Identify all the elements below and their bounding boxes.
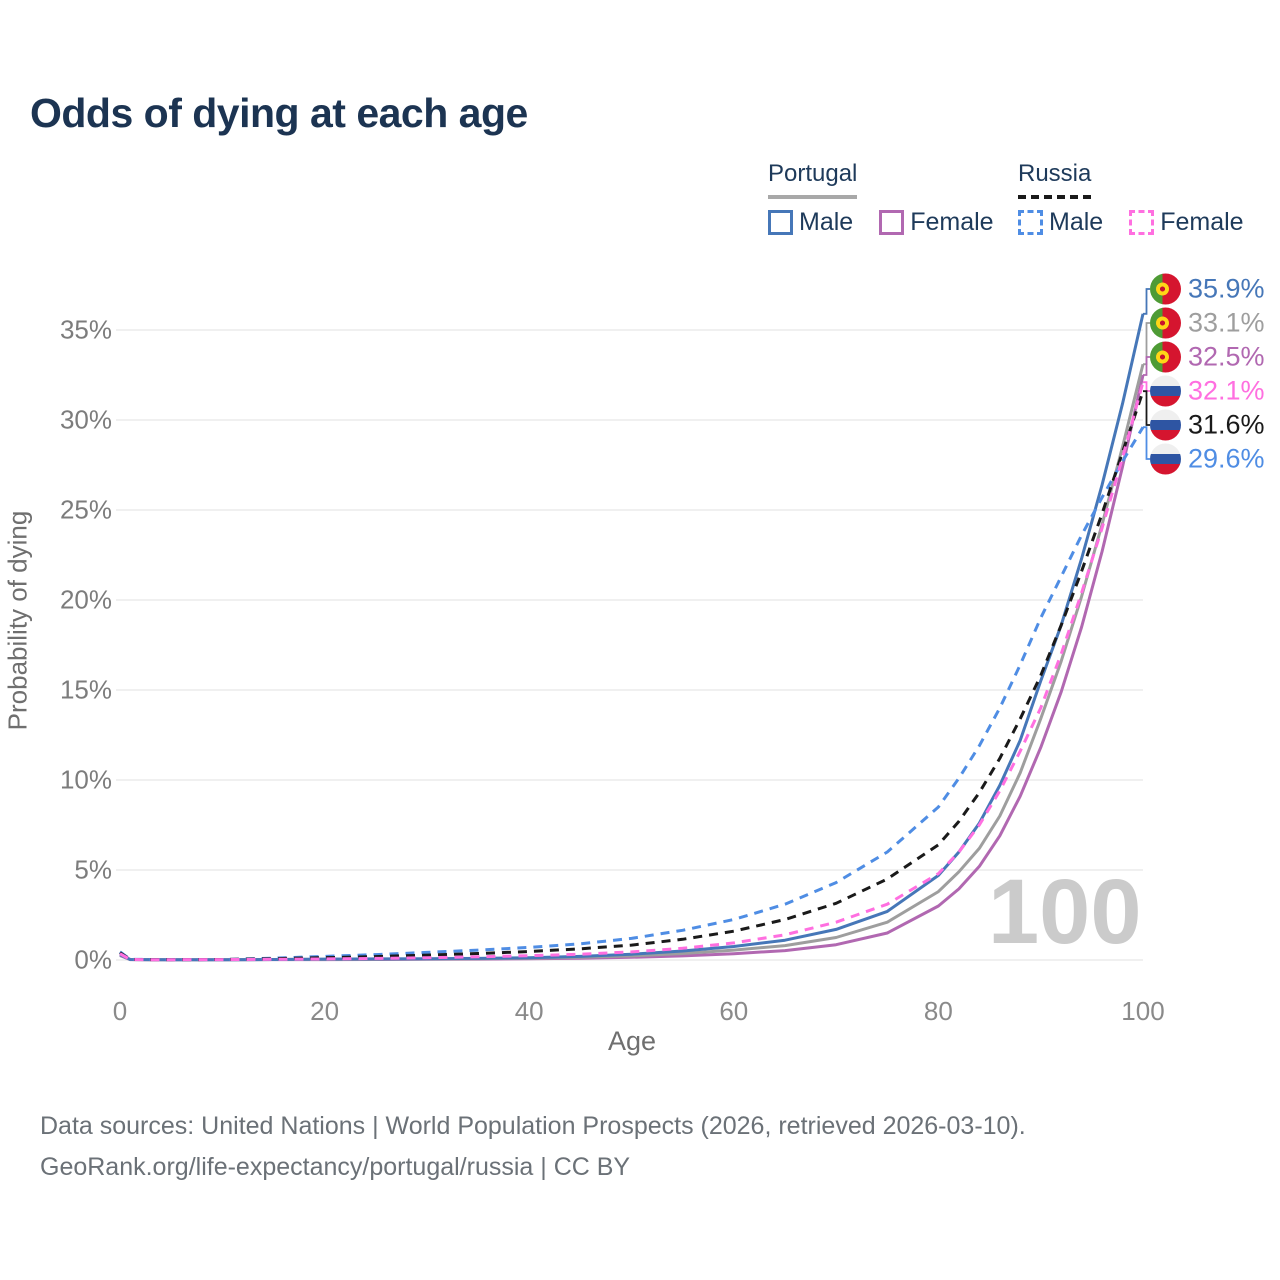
- legend-group-russia: Russia Male Female: [1018, 160, 1270, 237]
- series-line-russia-both[interactable]: [119, 390, 1145, 962]
- footer-data-sources: Data sources: United Nations | World Pop…: [40, 1112, 1026, 1140]
- flag-russia-icon: [1150, 409, 1181, 441]
- end-label-value: 29.6%: [1188, 443, 1265, 474]
- end-label-row-portugal-female: 32.5%: [1150, 341, 1265, 373]
- legend-item-russia-female[interactable]: Female: [1129, 208, 1244, 237]
- legend-item-portugal-female[interactable]: Female: [879, 208, 994, 237]
- end-label-value: 32.1%: [1188, 375, 1265, 406]
- x-tick-label: 0: [112, 996, 128, 1026]
- y-tick-label: 25%: [59, 494, 112, 525]
- y-tick-label: 30%: [59, 404, 112, 435]
- end-label-connector: [1143, 426, 1150, 460]
- legend-item-portugal-male[interactable]: Male: [768, 208, 853, 237]
- x-tick-label: 80: [923, 996, 953, 1026]
- y-tick-label: 5%: [74, 854, 112, 885]
- flag-portugal-icon: [1150, 307, 1181, 339]
- flag-russia-icon: [1150, 375, 1181, 407]
- flag-russia-icon: [1150, 443, 1181, 475]
- x-tick-label: 40: [514, 996, 544, 1026]
- legend-item-russia-male[interactable]: Male: [1018, 208, 1103, 237]
- end-label-row-russia-both: 31.6%: [1150, 409, 1265, 441]
- end-label-connector: [1143, 390, 1150, 426]
- end-label-value: 35.9%: [1188, 273, 1265, 304]
- end-label-row-russia-male: 29.6%: [1150, 443, 1265, 475]
- footer-attribution: GeoRank.org/life-expectancy/portugal/rus…: [40, 1153, 631, 1181]
- legend-header-russia[interactable]: Russia: [1018, 160, 1092, 199]
- footer: Data sources: United Nations | World Pop…: [40, 1106, 1026, 1188]
- y-axis-title: Probability of dying: [2, 510, 33, 731]
- end-label-row-russia-female: 32.1%: [1150, 375, 1265, 407]
- end-label-value: 33.1%: [1188, 307, 1265, 338]
- y-tick-label: 35%: [59, 314, 112, 345]
- portugal-female-swatch-icon: [879, 210, 905, 235]
- portugal-male-swatch-icon: [768, 210, 793, 235]
- flag-portugal-icon: [1150, 341, 1181, 373]
- end-label-connector: [1143, 322, 1150, 366]
- x-tick-label: 100: [1121, 996, 1165, 1026]
- y-tick-label: 0%: [74, 944, 112, 975]
- flag-portugal-icon: [1150, 273, 1181, 305]
- x-tick-label: 60: [719, 996, 749, 1026]
- series-line-russia-female[interactable]: [119, 381, 1145, 962]
- page-title: Odds of dying at each age: [30, 90, 528, 136]
- legend-item-label: Male: [1049, 208, 1104, 236]
- legend-group-portugal: Portugal Male Female: [768, 160, 1020, 237]
- end-label-value: 32.5%: [1188, 341, 1265, 372]
- end-label-row-portugal-both: 33.1%: [1150, 307, 1265, 339]
- russia-male-swatch-icon: [1018, 210, 1043, 235]
- x-axis-title: Age: [607, 1026, 657, 1056]
- legend-item-label: Female: [910, 208, 994, 236]
- age-counter-watermark: 100: [988, 861, 1142, 963]
- end-label-value: 31.6%: [1188, 409, 1265, 440]
- legend-header-portugal[interactable]: Portugal: [768, 160, 858, 199]
- y-tick-label: 10%: [59, 764, 112, 795]
- y-tick-label: 20%: [59, 584, 112, 615]
- russia-female-swatch-icon: [1129, 210, 1155, 235]
- y-tick-label: 15%: [59, 674, 112, 705]
- legend-item-label: Male: [799, 208, 854, 236]
- x-tick-label: 20: [310, 996, 340, 1026]
- end-label-row-portugal-male: 35.9%: [1150, 273, 1265, 305]
- end-label-connector: [1143, 356, 1150, 376]
- end-label-connector: [1143, 288, 1150, 315]
- legend-item-label: Female: [1160, 208, 1244, 236]
- end-label-connector: [1143, 381, 1150, 392]
- series-line-portugal-male[interactable]: [119, 313, 1145, 962]
